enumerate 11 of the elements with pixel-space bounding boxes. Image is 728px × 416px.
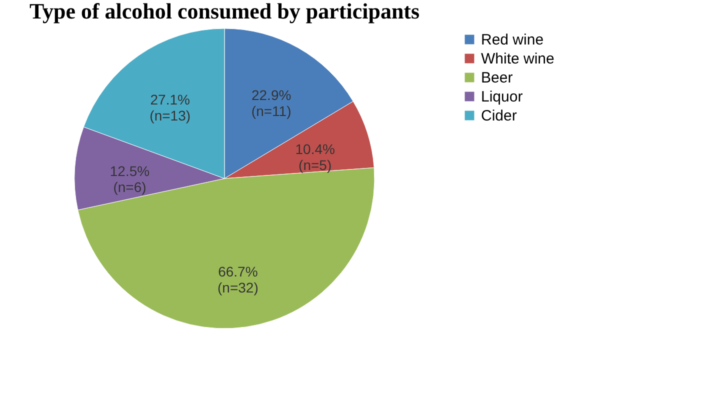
legend-label: Liquor <box>481 88 523 106</box>
data-label: 66.7% (n=32) <box>217 264 258 296</box>
data-label: 22.9% (n=11) <box>251 86 292 119</box>
data-label: 27.1% (n=13) <box>150 92 191 124</box>
legend-label: Beer <box>481 70 513 86</box>
chart-title: Type of alcohol consumed by participants <box>29 0 420 24</box>
data-label: 12.5% (n=6) <box>110 162 150 195</box>
data-label: 10.4% (n=5) <box>295 140 335 173</box>
legend-label: White wine <box>481 50 554 68</box>
legend-label: Cider <box>481 108 517 124</box>
legend-label: Red wine <box>481 32 544 48</box>
